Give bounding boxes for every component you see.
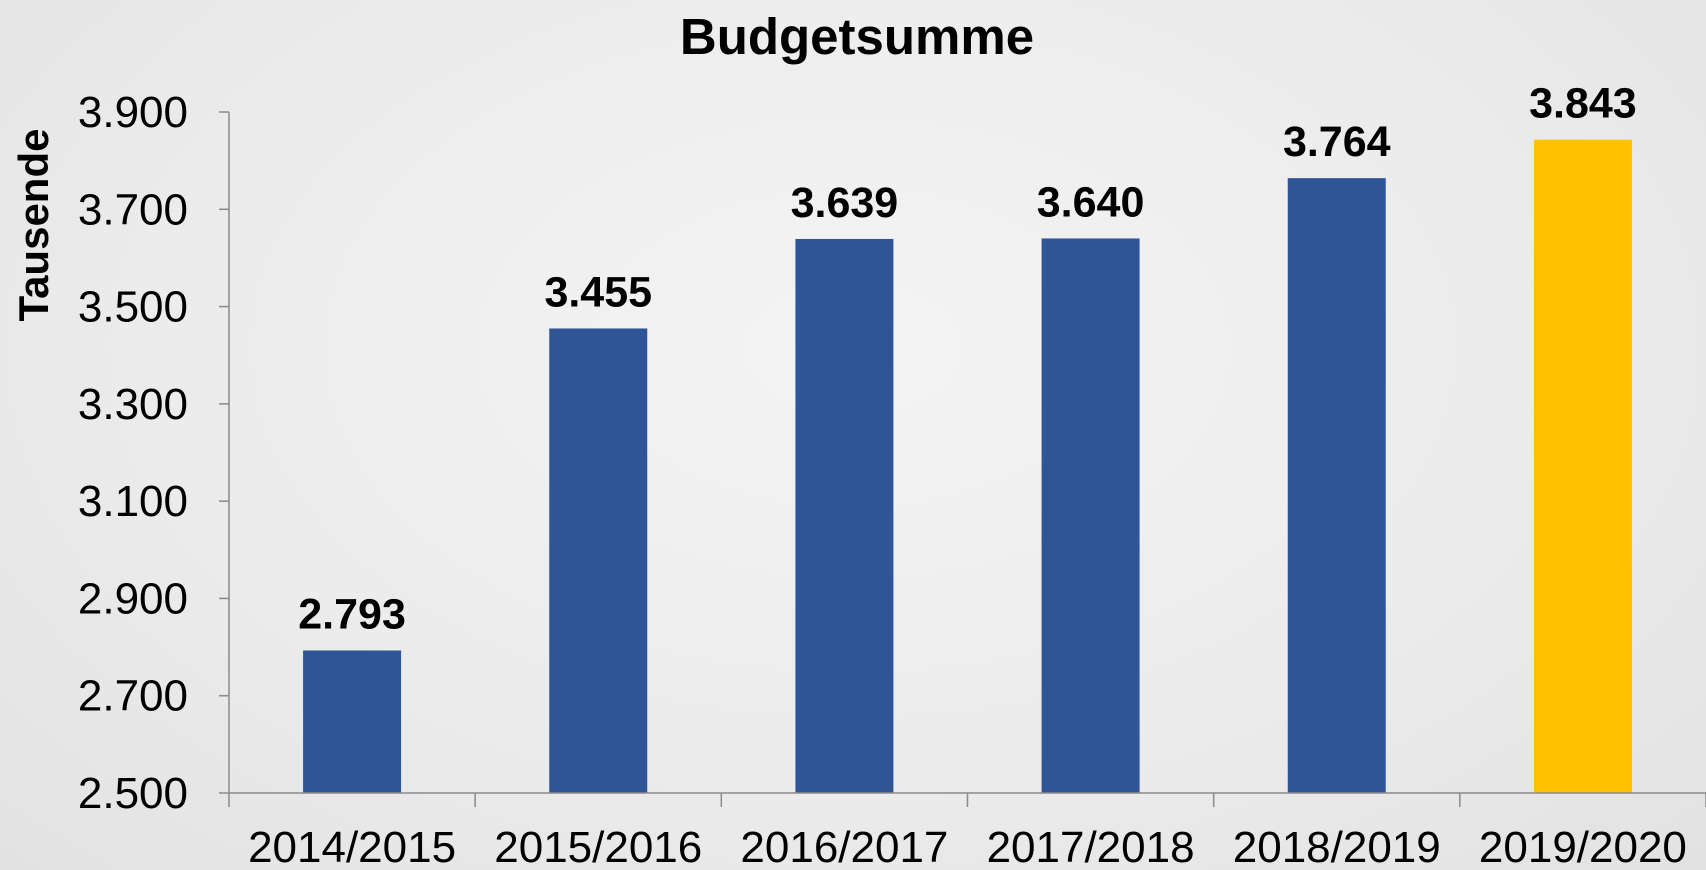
y-axis-label: Tausende (10, 129, 57, 322)
bar-2017-2018 (1041, 238, 1140, 793)
data-labels-group: 2.793 3.455 3.639 3.640 3.764 3.843 (298, 80, 1636, 639)
y-tick-label: 2.700 (78, 672, 188, 721)
y-tick-label: 3.700 (78, 185, 188, 234)
bar-2019-2020 (1533, 139, 1632, 793)
y-tick-label: 3.100 (78, 477, 188, 526)
data-label: 3.764 (1283, 118, 1391, 166)
data-label: 3.455 (544, 268, 652, 316)
y-tick-label: 2.900 (78, 574, 188, 623)
x-tick-label: 2019/2020 (1479, 823, 1687, 870)
bar-2018-2019 (1287, 178, 1386, 793)
data-label: 3.843 (1529, 80, 1637, 128)
y-tick-label: 3.900 (78, 88, 188, 137)
axes-group (219, 111, 1706, 807)
x-tick-label: 2017/2018 (987, 823, 1195, 870)
bar-2015-2016 (549, 328, 648, 793)
data-label: 3.639 (791, 179, 899, 227)
bars-group (303, 139, 1632, 793)
x-tick-label: 2016/2017 (740, 823, 948, 870)
bar-2014-2015 (303, 650, 402, 793)
y-tick-label: 2.500 (78, 769, 188, 818)
data-label: 3.640 (1037, 178, 1145, 226)
chart-title: Budgetsumme (680, 8, 1034, 65)
data-label: 2.793 (298, 590, 406, 638)
x-tick-label: 2014/2015 (248, 823, 456, 870)
y-tick-label: 3.500 (78, 283, 188, 332)
y-tick-label: 3.300 (78, 380, 188, 429)
bar-2016-2017 (795, 238, 894, 793)
y-axis-ticks: 2.500 2.700 2.900 3.100 3.300 3.500 3.700 3.900 (78, 88, 188, 818)
x-axis-ticks: 2014/2015 2015/2016 2016/2017 2017/2018 2018… (248, 823, 1687, 870)
x-tick-label: 2018/2019 (1233, 823, 1441, 870)
x-tick-label: 2015/2016 (494, 823, 702, 870)
